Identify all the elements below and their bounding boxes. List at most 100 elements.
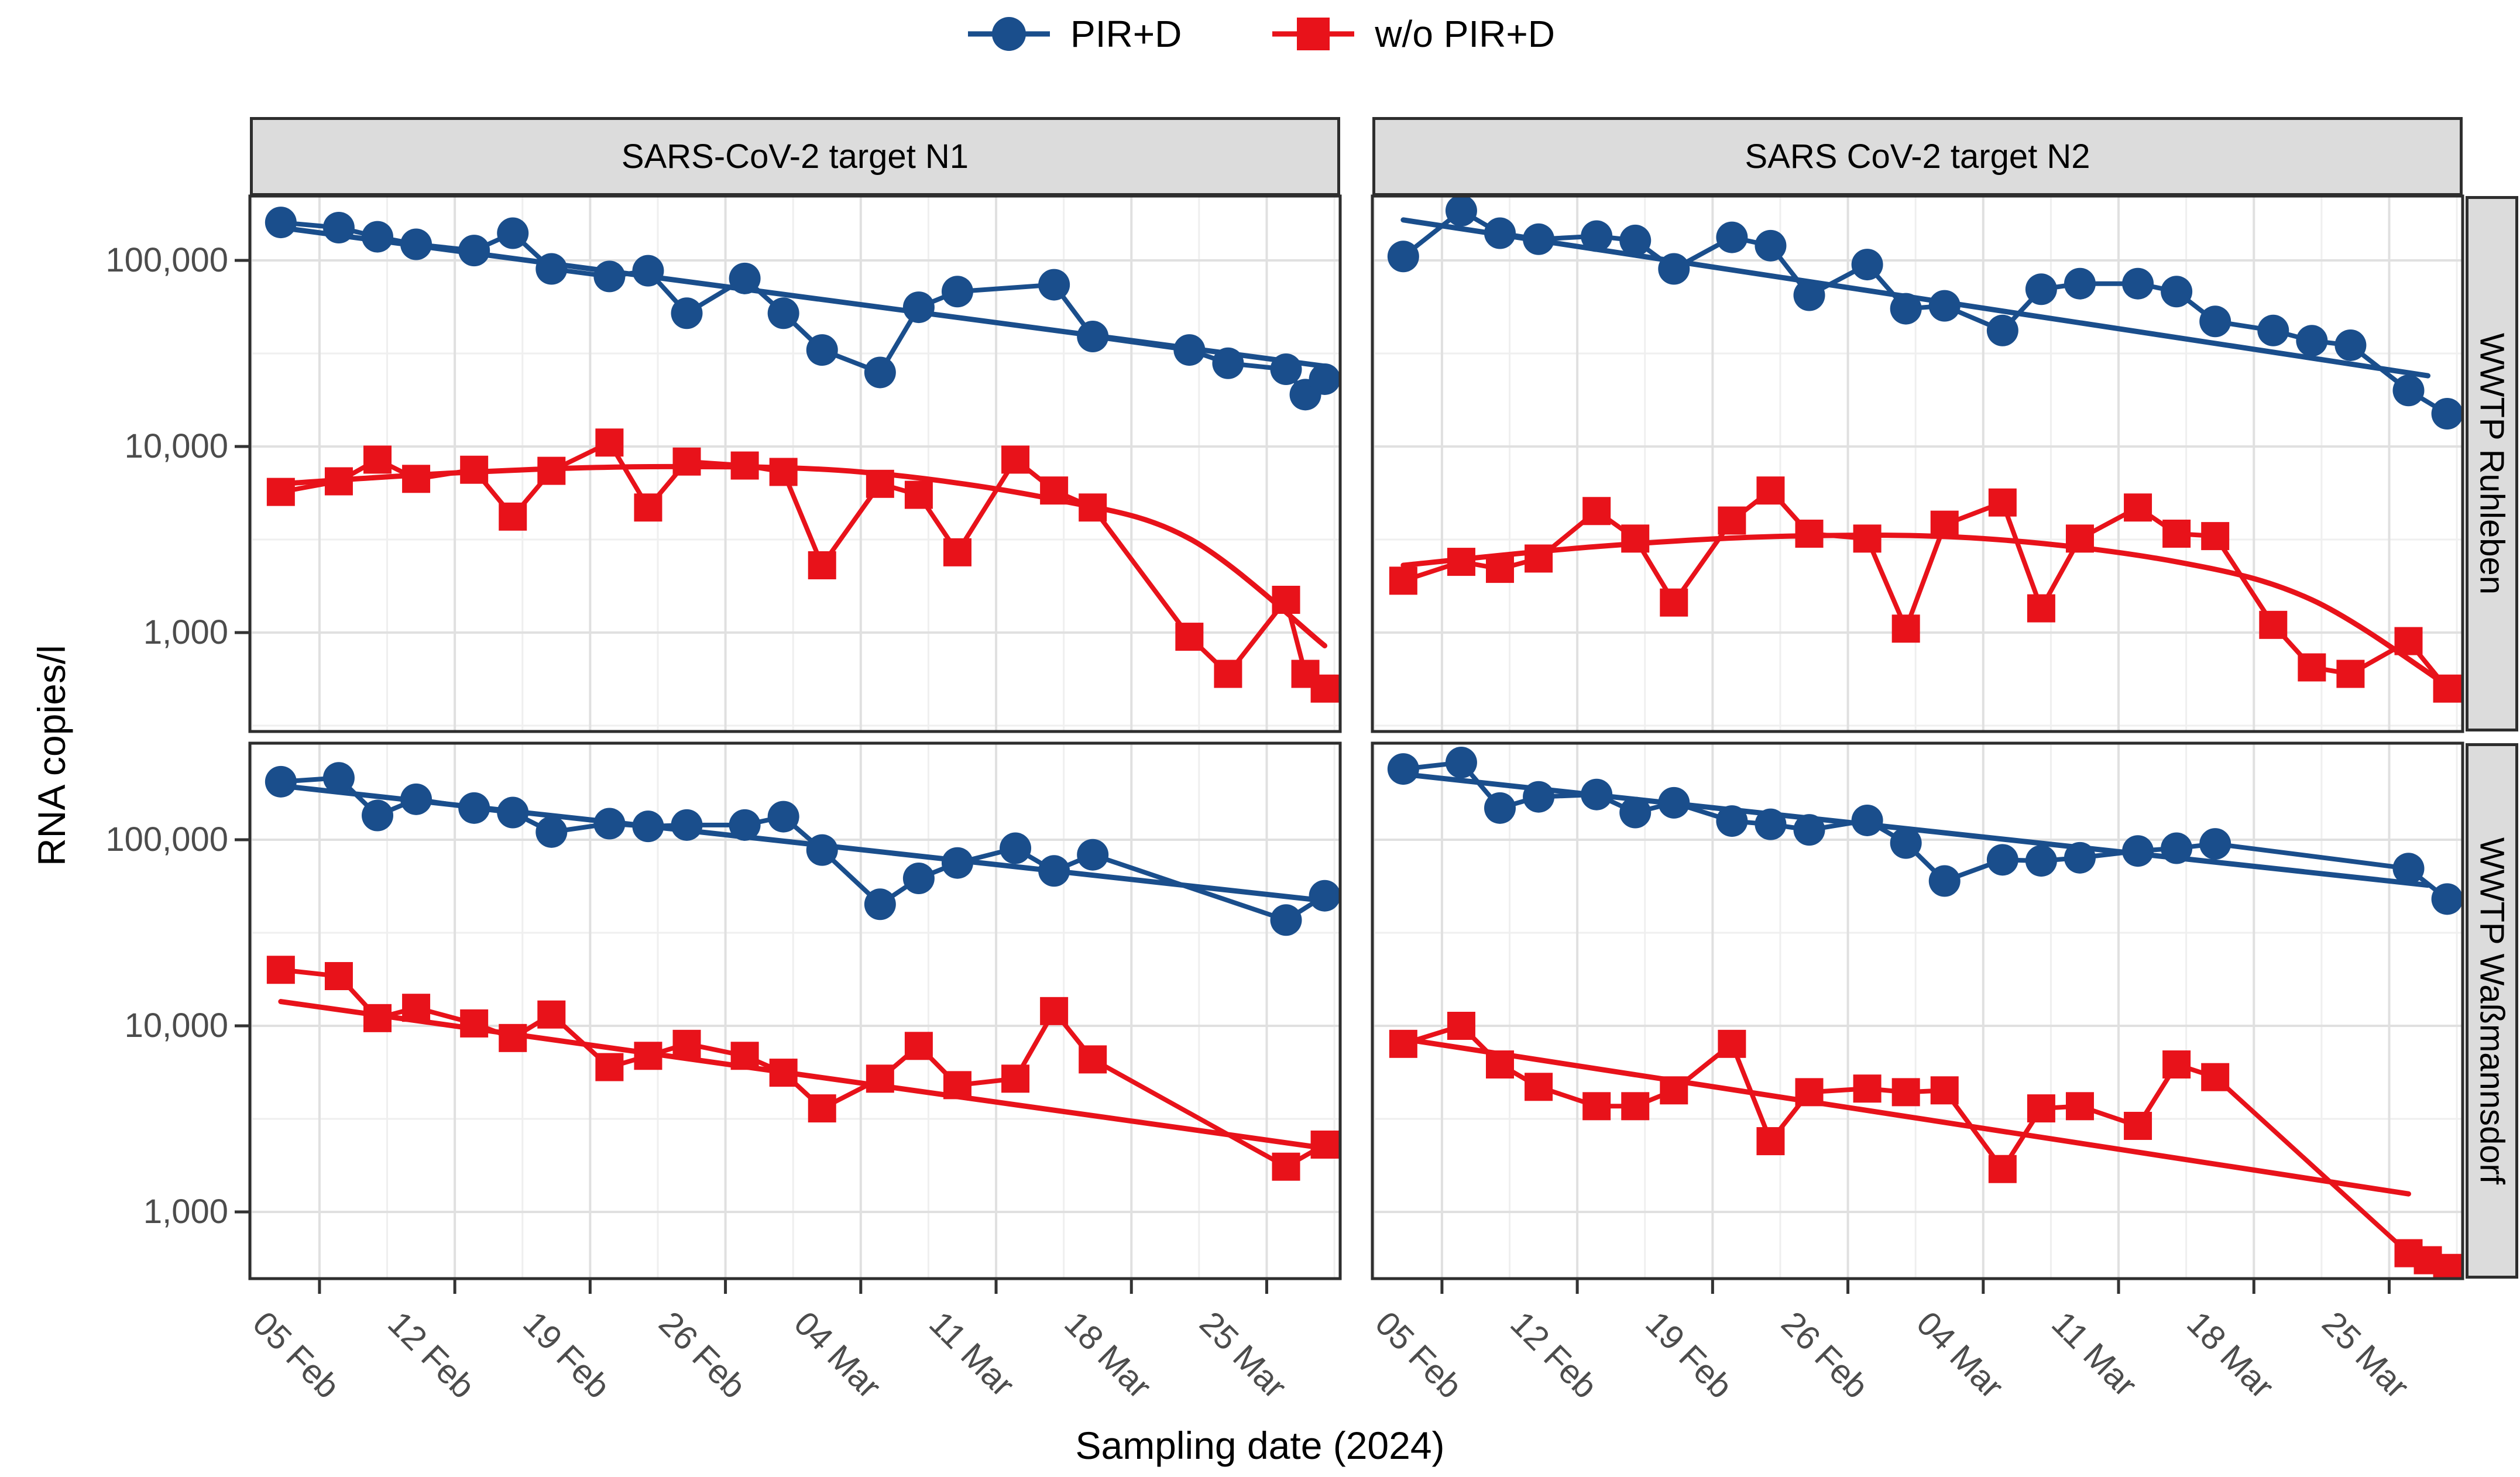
data-point-circle [1986,844,2018,876]
data-point-square [2201,522,2230,551]
grid-minor [250,196,1340,731]
data-point-square [2259,610,2288,639]
grid-major [1372,196,2463,731]
data-point-circle [1523,781,1555,813]
data-point-circle [2431,398,2463,430]
data-point-circle [1890,293,1922,325]
data-point-square [1447,1012,1475,1040]
data-point-square [499,1023,527,1052]
data-point-circle [2064,841,2096,874]
data-point-square [499,502,527,531]
data-point-square [1582,1092,1611,1121]
trend-line-wo-pird [278,999,1328,1151]
panel-border [1371,741,2464,1280]
data-point-circle [1077,321,1109,353]
data-point-circle [2199,828,2231,860]
y-axis-title: RNA copies/l [30,645,73,866]
data-point-square [2394,627,2423,655]
data-point-circle [1038,855,1070,887]
data-point-square [1621,524,1650,553]
data-point-square [2027,594,2055,623]
data-point-square [1001,445,1030,474]
data-point-square [634,493,662,522]
data-point-square [1447,548,1475,576]
data-point-circle [632,255,664,287]
data-point-square [943,1071,971,1100]
data-point-square [537,456,566,485]
data-point-circle [1484,217,1516,249]
data-point-circle [902,863,935,895]
data-point-circle [729,809,761,841]
data-point-circle [864,888,896,920]
data-point-square [1718,1029,1746,1058]
panel-border [248,194,1342,733]
data-point-circle [2025,845,2057,877]
data-point-circle [1851,804,1883,836]
data-point-square [1891,1078,1920,1107]
data-point-square [1891,614,1920,643]
data-point-circle [1270,353,1302,386]
data-point-circle [1000,832,1032,864]
panel-WWTP Waßmannsdorf-SARS-CoV-2 target N1 [235,741,1342,1294]
data-point-circle [2199,305,2231,338]
data-point-circle [806,834,838,866]
data-point-circle [1619,224,1652,256]
data-point-circle [1445,747,1477,779]
trend-line-wo-pird [1400,1036,2412,1197]
data-point-square [1525,544,1553,573]
data-point-square [460,455,489,484]
data-point-circle [1581,778,1613,810]
data-point-circle [1309,880,1340,912]
legend-label: PIR+D [1070,13,1182,55]
strip-label: WWTP Waßmannsdorf [2473,837,2511,1184]
data-point-circle [2334,329,2367,361]
data-point-circle [1755,229,1787,262]
data-point-square [904,480,933,509]
data-point-square [2124,1111,2152,1140]
data-point-circle [671,809,703,841]
data-point-circle [941,276,973,308]
panel-data [1387,747,2463,1279]
data-point-circle [265,207,297,239]
data-point-circle [400,228,432,260]
data-point-square [769,1059,798,1087]
trend-line-wo-pird [1400,533,2450,688]
data-point-circle [458,235,490,267]
data-point-circle [1387,241,1419,273]
data-point-square [1272,1152,1300,1181]
data-point-circle [1793,814,1825,846]
data-point-square [1079,493,1107,522]
y-tick-label: 10,000 [124,1007,228,1045]
data-point-square [2162,519,2191,548]
data-point-circle [632,810,664,843]
data-point-square [672,447,701,476]
data-point-circle [864,356,896,389]
data-point-square [2124,493,2152,522]
data-point-circle [265,765,297,798]
data-point-circle [1581,220,1613,252]
data-point-circle [729,262,761,294]
data-point-square [324,962,353,991]
data-point-circle [1851,249,1883,281]
data-point-circle [497,217,529,249]
panel-data [1387,196,2463,703]
trend-line-pird [278,225,1328,369]
data-point-circle [1387,753,1419,785]
strip-label: SARS CoV-2 target N2 [1745,138,2090,176]
panel-WWTP Waßmannsdorf-SARS CoV-2 target N2 [1371,741,2464,1294]
data-point-square [1853,1074,1882,1103]
legend-item-wo-pird: w/o PIR+D [1269,11,1555,57]
data-point-square [866,469,894,498]
y-tick-label: 1,000 [143,1193,228,1231]
data-point-square [1988,1155,2017,1183]
data-point-square [2162,1050,2191,1079]
data-point-square [1389,566,1417,595]
y-tick-label: 100,000 [105,820,228,858]
data-point-circle [806,334,838,366]
data-point-circle [1986,314,2018,346]
data-point-circle [535,816,568,848]
panel-background [1372,743,2463,1279]
data-point-square [1582,497,1611,525]
data-point-square [363,1004,392,1032]
